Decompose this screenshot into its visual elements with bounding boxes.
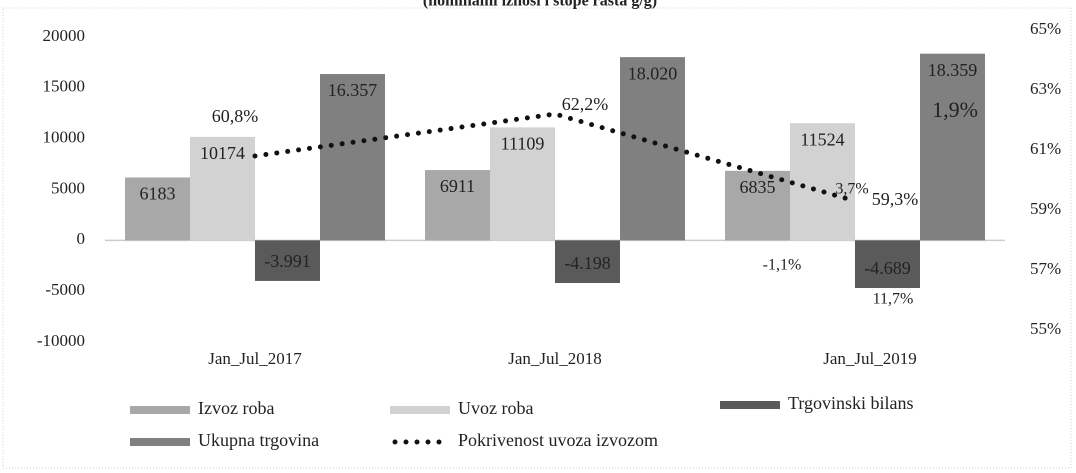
data-label: 6183 [140, 184, 176, 204]
x-tick-label: Jan_Jul_2019 [823, 349, 917, 368]
x-tick-label: Jan_Jul_2018 [508, 349, 602, 368]
y-tick-label: 5000 [51, 178, 85, 197]
bar [790, 123, 855, 241]
annotation: 3,7% [835, 181, 868, 198]
y2-tick-label: 63% [1030, 79, 1061, 98]
data-label: 11109 [501, 134, 545, 154]
y-tick-label: -5000 [45, 280, 85, 299]
data-label: 10174 [200, 143, 245, 163]
legend-label: Izvoz roba [198, 398, 274, 418]
legend-label: Ukupna trgovina [198, 430, 319, 450]
line-label: 60,8% [212, 106, 259, 126]
legend-swatch [130, 438, 190, 446]
bar [125, 177, 190, 241]
y2-tick-label: 57% [1030, 259, 1061, 278]
y-tick-label: 10000 [43, 128, 86, 147]
data-label: -4.689 [864, 258, 911, 278]
annotation: 1,9% [932, 97, 978, 122]
line-label: 59,3% [872, 189, 919, 209]
y-tick-label: 20000 [43, 26, 86, 45]
chart-subtitle: (nominalni iznosi i stope rasta g/g) [423, 0, 657, 10]
bar [255, 240, 320, 281]
y-tick-label: -10000 [37, 331, 85, 350]
annotation: 11,7% [873, 291, 914, 308]
y2-tick-label: 59% [1030, 199, 1061, 218]
bar [855, 240, 920, 289]
chart-frame [2, 7, 1072, 469]
data-label: 18.359 [928, 60, 978, 80]
data-label: 16.357 [328, 80, 378, 100]
x-tick-label: Jan_Jul_2017 [208, 349, 302, 368]
line-label: 62,2% [562, 94, 609, 114]
data-label: -3.991 [264, 251, 311, 271]
legend-label: Uvoz roba [458, 398, 533, 418]
legend-swatch [130, 406, 190, 414]
y-tick-label: 0 [77, 229, 86, 248]
y-tick-label: 15000 [43, 77, 86, 96]
bar [725, 170, 790, 241]
bar [555, 240, 620, 284]
line [252, 111, 858, 204]
y2-tick-label: 61% [1030, 139, 1061, 158]
data-label: 18.020 [628, 63, 678, 83]
y2-tick-label: 65% [1030, 19, 1061, 38]
bar [920, 53, 985, 241]
bar [190, 136, 255, 241]
legend-label: Trgovinski bilans [788, 393, 914, 413]
data-label: 6835 [740, 177, 776, 197]
legend-swatch [720, 401, 780, 409]
data-label: 6911 [440, 176, 475, 196]
y2-tick-label: 55% [1030, 319, 1061, 338]
bar [425, 170, 490, 241]
data-label: -4.198 [564, 253, 611, 273]
bar [320, 74, 385, 241]
annotation: -1,1% [763, 257, 802, 274]
legend-label: Pokrivenost uvoza izvozom [458, 430, 658, 450]
data-label: 11524 [800, 129, 844, 149]
bar [490, 127, 555, 241]
legend-swatch [390, 406, 450, 414]
